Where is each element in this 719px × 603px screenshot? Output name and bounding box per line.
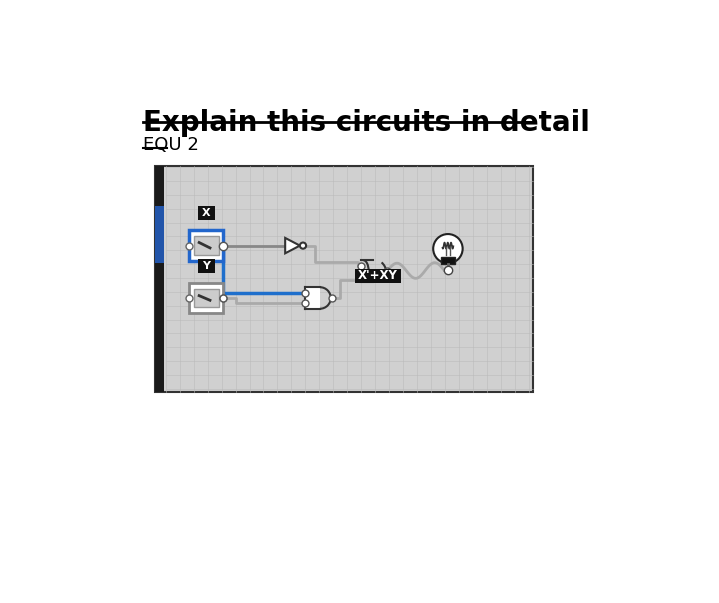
FancyBboxPatch shape [155, 206, 163, 264]
FancyBboxPatch shape [155, 166, 533, 392]
Text: EQU 2: EQU 2 [142, 136, 198, 154]
Text: Explain this circuits in detail: Explain this circuits in detail [142, 109, 590, 137]
Circle shape [300, 242, 306, 248]
FancyBboxPatch shape [198, 259, 215, 273]
Polygon shape [285, 238, 300, 253]
FancyBboxPatch shape [189, 230, 223, 261]
FancyBboxPatch shape [441, 257, 455, 264]
FancyBboxPatch shape [193, 236, 219, 255]
Text: X: X [202, 208, 211, 218]
Text: Y: Y [202, 260, 210, 271]
FancyBboxPatch shape [198, 206, 215, 220]
Circle shape [434, 234, 462, 264]
Text: X'+XY: X'+XY [358, 269, 398, 282]
FancyBboxPatch shape [305, 287, 320, 309]
FancyBboxPatch shape [193, 289, 219, 307]
FancyBboxPatch shape [155, 166, 163, 392]
FancyBboxPatch shape [355, 269, 401, 283]
FancyBboxPatch shape [189, 283, 223, 314]
